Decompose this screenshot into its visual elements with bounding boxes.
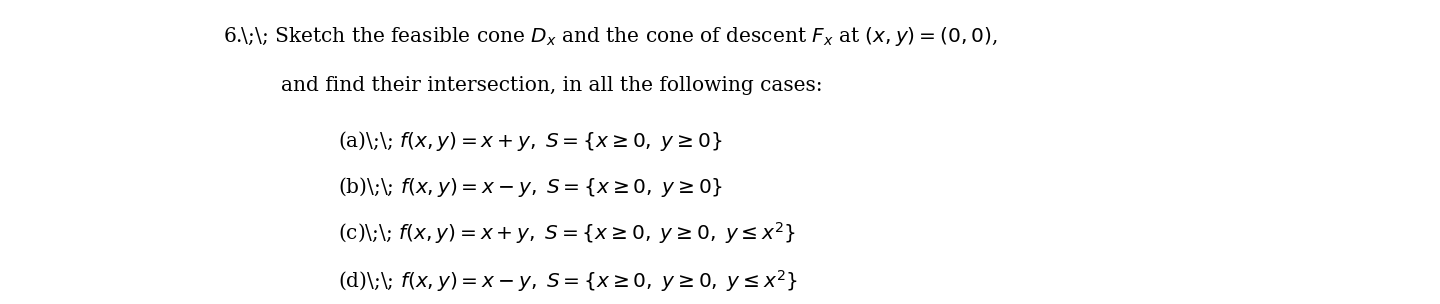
Text: (a)\;\; $f(x, y) = x + y,\; S = \{x \geq 0,\; y \geq 0\}$: (a)\;\; $f(x, y) = x + y,\; S = \{x \geq…: [338, 130, 723, 153]
Text: 6.\;\; Sketch the feasible cone $D_x$ and the cone of descent $F_x$ at $(x, y) =: 6.\;\; Sketch the feasible cone $D_x$ an…: [223, 25, 998, 48]
Text: and find their intersection, in all the following cases:: and find their intersection, in all the …: [281, 76, 822, 95]
Text: (c)\;\; $f(x, y) = x + y,\; S = \{x \geq 0,\; y \geq 0,\; y \leq x^2\}$: (c)\;\; $f(x, y) = x + y,\; S = \{x \geq…: [338, 219, 796, 246]
Text: (d)\;\; $f(x, y) = x - y,\; S = \{x \geq 0,\; y \geq 0,\; y \leq x^2\}$: (d)\;\; $f(x, y) = x - y,\; S = \{x \geq…: [338, 268, 798, 294]
Text: (b)\;\; $f(x, y) = x - y,\; S = \{x \geq 0,\; y \geq 0\}$: (b)\;\; $f(x, y) = x - y,\; S = \{x \geq…: [338, 175, 723, 199]
